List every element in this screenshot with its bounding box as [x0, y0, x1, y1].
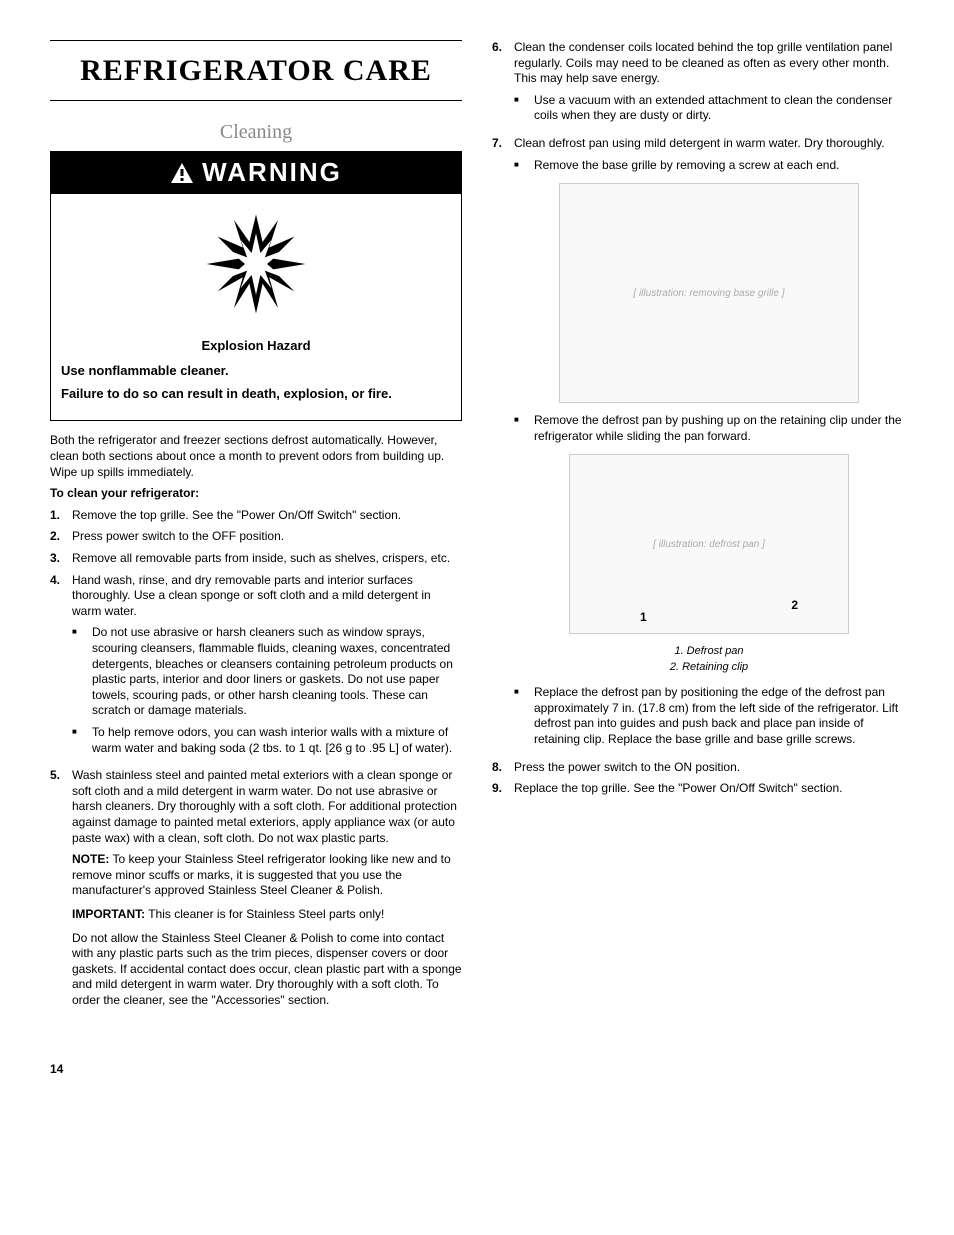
fig-label-1: 1: [640, 610, 647, 626]
figure-grille-removal: [ illustration: removing base grille ]: [559, 183, 859, 403]
step-4-bullet-1: Do not use abrasive or harsh cleaners su…: [92, 625, 462, 719]
caption-1: 1. Defrost pan: [514, 644, 904, 659]
steps-list-left: 1.Remove the top grille. See the "Power …: [50, 508, 462, 1017]
steps-list-right: 6. Clean the condenser coils located beh…: [492, 40, 904, 797]
caption-2: 2. Retaining clip: [514, 660, 904, 675]
step-4-bullet-2: To help remove odors, you can wash inter…: [92, 725, 462, 756]
step-1: Remove the top grille. See the "Power On…: [72, 508, 462, 524]
note-label: NOTE:: [72, 852, 109, 866]
hazard-title: Explosion Hazard: [61, 338, 451, 355]
step-7-bullet-1: Remove the base grille by removing a scr…: [534, 158, 904, 174]
step-6: Clean the condenser coils located behind…: [514, 40, 892, 85]
warning-label: WARNING: [202, 156, 342, 190]
important-label: IMPORTANT:: [72, 907, 145, 921]
figure-caption: 1. Defrost pan 2. Retaining clip: [514, 644, 904, 675]
figure-defrost-pan: [ illustration: defrost pan ] 1 2: [569, 454, 849, 634]
alert-icon: [170, 162, 194, 184]
explosion-graphic: [51, 194, 461, 334]
clean-heading: To clean your refrigerator:: [50, 486, 462, 502]
step-5: Wash stainless steel and painted metal e…: [72, 768, 462, 846]
section-title: Cleaning: [50, 119, 462, 145]
page-number: 14: [50, 1062, 904, 1078]
step-5-p3: Do not allow the Stainless Steel Cleaner…: [72, 931, 462, 1009]
step-4: Hand wash, rinse, and dry removable part…: [72, 573, 431, 618]
step-5-important: This cleaner is for Stainless Steel part…: [145, 907, 384, 921]
step-7: Clean defrost pan using mild detergent i…: [514, 136, 885, 150]
intro-paragraph: Both the refrigerator and freezer sectio…: [50, 433, 462, 480]
step-5-note: To keep your Stainless Steel refrigerato…: [72, 852, 451, 897]
step-8: Press the power switch to the ON positio…: [514, 760, 904, 776]
step-3: Remove all removable parts from inside, …: [72, 551, 462, 567]
step-7-bullet-3: Replace the defrost pan by positioning t…: [534, 685, 904, 747]
step-9: Replace the top grille. See the "Power O…: [514, 781, 904, 797]
warning-box: WARNING Explosion Hazard Use nonflammabl…: [50, 151, 462, 421]
step-2: Press power switch to the OFF position.: [72, 529, 462, 545]
hazard-line-2: Failure to do so can result in death, ex…: [61, 386, 451, 403]
fig-label-2: 2: [791, 598, 798, 614]
hazard-line-1: Use nonflammable cleaner.: [61, 363, 451, 380]
step-7-bullet-2: Remove the defrost pan by pushing up on …: [534, 413, 904, 444]
step-6-bullet-1: Use a vacuum with an extended attachment…: [534, 93, 904, 124]
warning-header: WARNING: [51, 152, 461, 194]
page-title: REFRIGERATOR CARE: [50, 40, 462, 101]
